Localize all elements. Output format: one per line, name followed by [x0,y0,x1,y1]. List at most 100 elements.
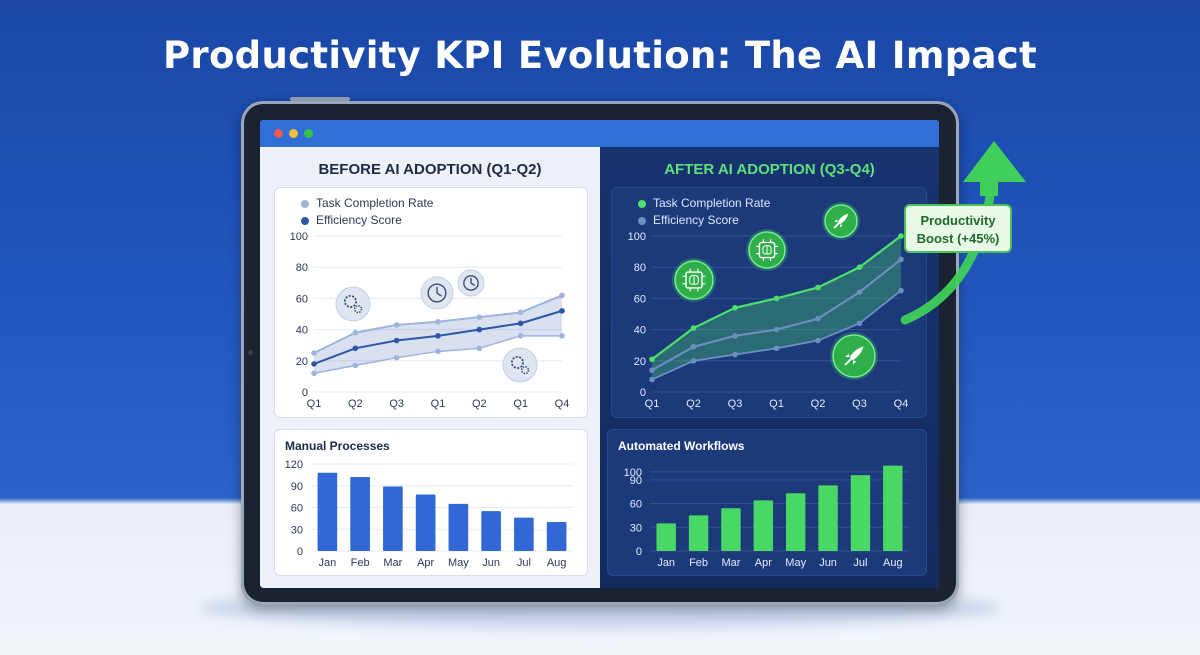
gear-small [353,304,363,314]
bar [721,508,741,551]
ai-chip-icon [672,258,716,302]
x-tick-label: Q1 [513,398,528,410]
y-tick-label: 80 [634,262,646,274]
y-tick-label: 40 [296,325,308,337]
before-line-chart: 0 20 40 60 80 100 Q1 Q2 Q3 Q1 Q2 Q1 Q4 [290,231,570,410]
legend-item: Efficiency Score [638,212,770,229]
close-dot[interactable] [274,129,283,138]
x-tick-label: Mar [721,557,740,569]
data-point [435,319,441,325]
data-point [311,370,317,377]
x-tick-label: Q1 [307,398,322,410]
y-tick-label: 0 [297,546,303,558]
bar [481,511,501,551]
x-tick-label: Mar [383,557,402,569]
tablet-camera [248,350,253,355]
x-tick-label: Q3 [852,398,867,410]
y-tick-label: 60 [630,499,642,511]
data-point [649,376,655,383]
legend-swatch [301,216,309,225]
data-point [311,361,317,367]
y-tick-label: 90 [630,475,642,487]
bar [850,475,871,551]
y-tick-label: 100 [290,231,308,243]
after-line-chart: 0 20 40 60 80 100 Q1 Q2 Q3 Q1 Q2 Q3 Q4 [628,202,909,410]
legend-item: Task Completion Rate [638,195,770,212]
data-point [815,284,821,291]
y-tick-label: 60 [296,293,308,305]
bar [785,493,806,551]
y-tick-label: 40 [634,325,646,337]
data-point [517,309,524,316]
bar [448,503,469,551]
bar [415,494,436,551]
data-point [352,329,359,336]
data-point [898,287,904,294]
tablet-screen: BEFORE AI ADOPTION (Q1-Q2) Task Completi… [260,120,939,588]
data-point [435,348,441,355]
y-tick-label: 30 [291,524,303,536]
tablet-button [290,97,350,101]
rocket-fins [845,353,857,365]
data-point [435,333,441,339]
data-point [815,315,821,322]
x-tick-label: Apr [417,557,434,569]
page-title: Productivity KPI Evolution: The AI Impac… [162,34,1037,77]
y-tick-label: 20 [296,356,308,368]
chip-brain [689,274,699,285]
data-point [690,343,697,350]
x-tick-label: Feb [351,557,370,569]
x-tick-label: Q3 [728,398,743,410]
x-tick-label: Q4 [894,398,909,410]
y-tick-label: 120 [285,459,303,471]
data-point [773,345,780,352]
data-point [393,322,400,328]
data-point [690,358,697,364]
bar [753,500,774,551]
data-point [856,289,863,295]
after-heading: AFTER AI ADOPTION (Q3-Q4) [664,161,875,178]
chip-pins [682,268,706,292]
y-tick-label: 60 [291,503,303,515]
y-tick-label: 100 [624,467,642,479]
data-point [517,320,524,327]
x-tick-label: Q4 [555,398,570,410]
legend-swatch [301,199,309,208]
x-tick-label: Q1 [645,398,660,410]
x-tick-label: May [448,557,469,569]
x-tick-label: Jan [319,557,337,569]
data-point [476,345,483,352]
y-tick-label: 60 [634,293,646,305]
y-tick-label: 90 [291,481,303,493]
data-point [856,320,863,327]
data-point [559,308,565,314]
bar [688,515,709,551]
data-point [732,333,738,339]
before-line-card: Task Completion Rate Efficiency Score 0 2… [274,187,588,418]
rocket-body [837,213,849,225]
rocket-icon [830,332,878,380]
chip-body [758,241,776,259]
chip-brain [762,245,772,255]
data-point [517,333,524,339]
x-tick-label: Jun [819,557,837,569]
legend-item: Task Completion Rate [301,195,433,212]
rocket-flame [844,358,852,366]
chip-body [685,271,703,289]
x-tick-label: Q2 [686,398,701,410]
productivity-boost-callout: Productivity Boost (+45%) [904,204,1012,253]
minimize-dot[interactable] [289,129,298,138]
data-point [732,351,738,358]
data-point [649,367,655,373]
before-heading: BEFORE AI ADOPTION (Q1-Q2) [318,161,542,178]
boost-arrow-head [963,141,1026,182]
icon-bubble [502,347,538,383]
data-point [856,264,863,270]
after-bar-title: Automated Workflows [618,439,745,453]
chip-pins [756,239,778,261]
y-tick-label: 20 [634,356,646,368]
data-point [898,256,904,263]
maximize-dot[interactable] [304,129,313,138]
data-point [311,350,317,356]
